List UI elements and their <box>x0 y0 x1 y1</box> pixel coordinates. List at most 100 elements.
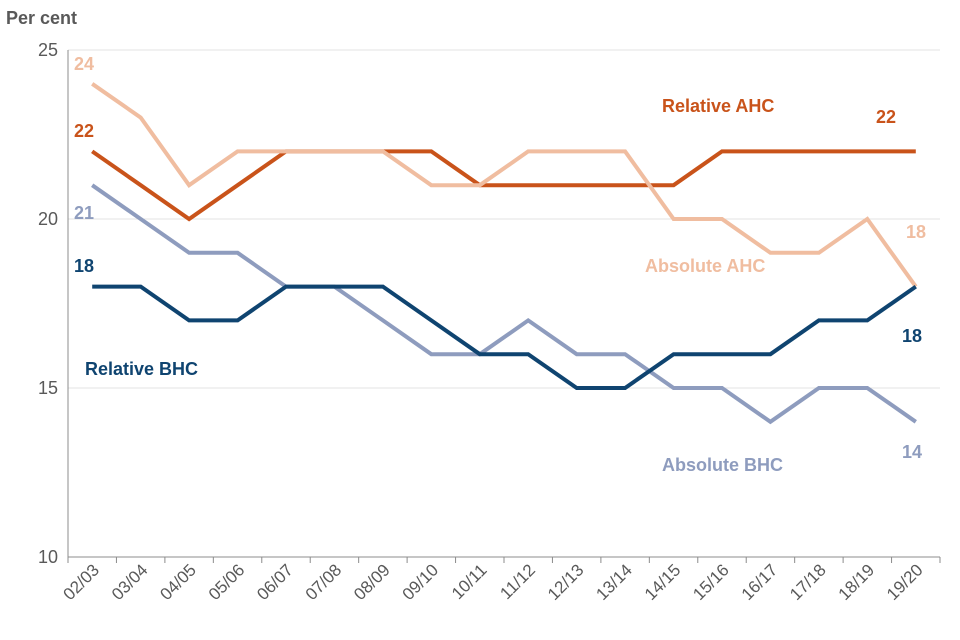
data-point-relative-bhc <box>865 318 869 322</box>
data-point-relative-ahc <box>720 149 724 153</box>
x-tick-label: 17/18 <box>786 560 830 604</box>
series-label-relative-ahc: Relative AHC <box>662 96 774 116</box>
data-point-relative-ahc <box>768 149 772 153</box>
end-value-label-relative-bhc: 18 <box>902 326 922 346</box>
data-point-absolute-bhc <box>187 251 191 255</box>
start-value-label-relative-bhc: 18 <box>74 256 94 276</box>
data-point-absolute-ahc <box>672 217 676 221</box>
y-tick-label: 25 <box>38 40 58 60</box>
data-point-relative-bhc <box>429 318 433 322</box>
x-tick-label: 19/20 <box>883 560 927 604</box>
data-point-relative-bhc <box>768 352 772 356</box>
series-label-absolute-ahc: Absolute AHC <box>645 256 765 276</box>
series-line-relative-bhc <box>92 284 917 390</box>
data-point-relative-ahc <box>90 149 94 153</box>
y-tick-label: 20 <box>38 209 58 229</box>
data-point-relative-ahc <box>672 183 676 187</box>
data-point-relative-bhc <box>623 386 627 390</box>
data-point-absolute-ahc <box>575 149 579 153</box>
data-point-relative-ahc <box>575 183 579 187</box>
data-point-absolute-ahc <box>429 183 433 187</box>
data-point-absolute-ahc <box>187 183 191 187</box>
end-value-label-relative-ahc: 22 <box>876 107 896 127</box>
data-point-relative-bhc <box>672 352 676 356</box>
data-point-absolute-ahc <box>526 149 530 153</box>
data-point-relative-ahc <box>914 149 918 153</box>
data-point-absolute-bhc <box>139 217 143 221</box>
x-tick-label: 11/12 <box>496 560 539 603</box>
data-point-relative-bhc <box>575 386 579 390</box>
data-point-relative-bhc <box>478 352 482 356</box>
data-point-relative-bhc <box>332 285 336 289</box>
x-tick-label: 02/03 <box>60 560 104 604</box>
data-point-absolute-bhc <box>865 386 869 390</box>
end-value-label-absolute-bhc: 14 <box>902 442 922 462</box>
x-tick-label: 16/17 <box>738 560 782 604</box>
data-point-absolute-ahc <box>284 149 288 153</box>
data-point-relative-ahc <box>429 149 433 153</box>
data-point-relative-bhc <box>817 318 821 322</box>
y-tick-label: 10 <box>38 547 58 567</box>
series-label-absolute-bhc: Absolute BHC <box>662 455 783 475</box>
data-point-absolute-ahc <box>332 149 336 153</box>
start-value-label-relative-ahc: 22 <box>74 121 94 141</box>
data-point-absolute-ahc <box>236 149 240 153</box>
x-tick-label: 14/15 <box>641 560 685 604</box>
x-tick-label: 18/19 <box>835 560 879 604</box>
data-point-relative-bhc <box>139 285 143 289</box>
x-tick-label: 10/11 <box>448 560 491 603</box>
start-value-label-absolute-bhc: 21 <box>74 203 94 223</box>
x-tick-label: 12/13 <box>544 560 588 604</box>
data-point-absolute-bhc <box>575 352 579 356</box>
start-value-label-absolute-ahc: 24 <box>74 54 94 74</box>
x-tick-label: 06/07 <box>253 560 297 604</box>
data-point-relative-bhc <box>284 285 288 289</box>
x-tick-label: 09/10 <box>399 560 443 604</box>
data-point-relative-ahc <box>526 183 530 187</box>
data-point-absolute-bhc <box>817 386 821 390</box>
data-point-absolute-bhc <box>768 420 772 424</box>
series-line-absolute-bhc <box>91 183 917 425</box>
data-point-relative-bhc <box>187 318 191 322</box>
series-lines <box>90 82 918 425</box>
data-point-absolute-ahc <box>90 82 94 86</box>
data-point-absolute-bhc <box>526 318 530 322</box>
x-tick-label: 15/16 <box>689 560 733 604</box>
x-tick-label: 04/05 <box>156 560 200 604</box>
series-label-relative-bhc: Relative BHC <box>85 359 198 379</box>
data-point-relative-bhc <box>720 352 724 356</box>
data-point-absolute-bhc <box>429 352 433 356</box>
data-point-relative-bhc <box>381 285 385 289</box>
end-value-label-absolute-ahc: 18 <box>906 222 926 242</box>
data-point-absolute-bhc <box>236 251 240 255</box>
series-annotations: Relative AHC 22 22 Absolute AHC 24 18 Absolute… <box>74 54 926 475</box>
data-point-absolute-ahc <box>817 251 821 255</box>
x-tick-label: 03/04 <box>108 560 152 604</box>
data-point-relative-ahc <box>187 217 191 221</box>
x-tick-label: 08/09 <box>350 560 394 604</box>
data-point-absolute-ahc <box>623 149 627 153</box>
y-axis-label: Per cent <box>6 8 77 28</box>
data-point-absolute-ahc <box>381 149 385 153</box>
data-point-relative-ahc <box>139 183 143 187</box>
data-point-absolute-ahc <box>865 217 869 221</box>
data-point-absolute-bhc <box>720 386 724 390</box>
y-tick-label: 15 <box>38 378 58 398</box>
data-point-relative-ahc <box>623 183 627 187</box>
data-point-absolute-bhc <box>914 420 918 424</box>
data-point-absolute-bhc <box>672 386 676 390</box>
data-point-relative-bhc <box>914 285 918 289</box>
series-line-relative-ahc <box>91 149 916 222</box>
x-tick-label: 05/06 <box>205 560 249 604</box>
data-point-relative-ahc <box>865 149 869 153</box>
x-tick-label: 13/14 <box>592 560 636 604</box>
data-point-absolute-ahc <box>478 183 482 187</box>
data-point-absolute-ahc <box>768 251 772 255</box>
data-point-relative-ahc <box>817 149 821 153</box>
data-point-relative-ahc <box>236 183 240 187</box>
series-line-absolute-ahc <box>91 82 918 288</box>
data-point-relative-bhc <box>90 285 94 289</box>
data-point-absolute-ahc <box>139 116 143 120</box>
